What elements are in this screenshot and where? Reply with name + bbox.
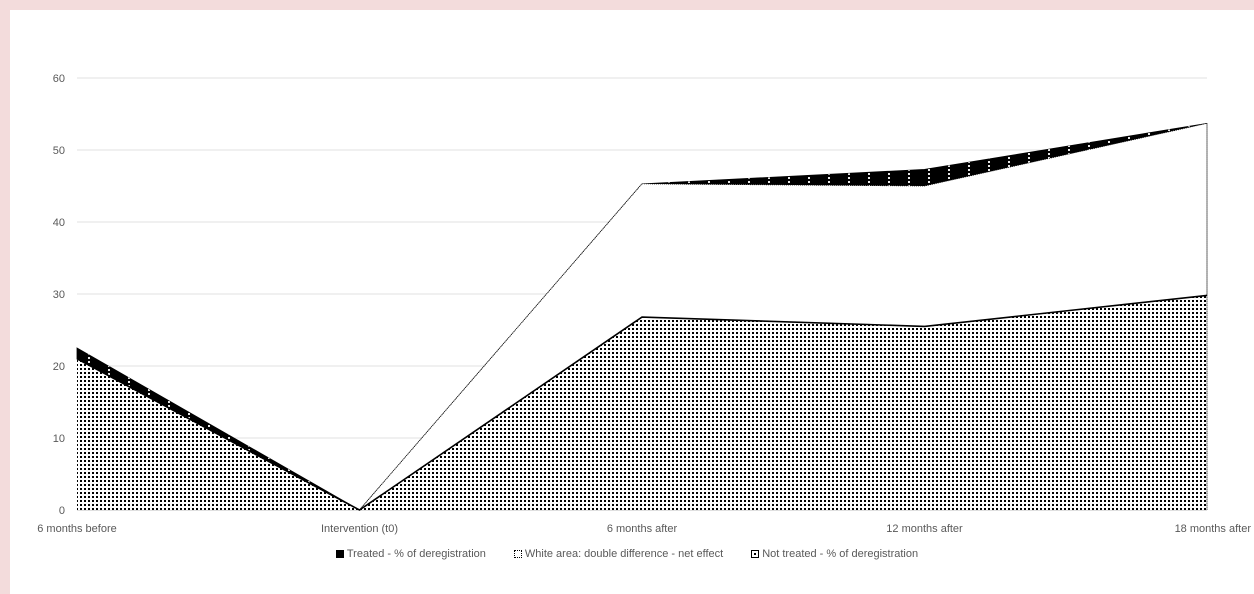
legend-item-not-treated: Not treated - % of deregistration xyxy=(751,548,918,560)
x-axis: 6 months before Intervention (t0) 6 months… xyxy=(37,523,1251,535)
legend: Treated - % of deregistration White area… xyxy=(0,548,1254,560)
y-tick-label: 40 xyxy=(53,217,65,229)
legend-swatch-treated xyxy=(335,550,344,558)
y-tick-label: 30 xyxy=(53,289,65,301)
y-axis: 0 10 20 30 40 50 60 xyxy=(53,73,65,517)
y-tick-label: 50 xyxy=(53,145,65,157)
legend-swatch-white-area xyxy=(513,550,522,558)
y-tick-label: 60 xyxy=(53,73,65,85)
legend-label-not-treated: Not treated - % of deregistration xyxy=(762,548,919,560)
y-tick-label: 0 xyxy=(59,505,65,517)
legend-label-white-area: White area: double difference - net effe… xyxy=(524,548,724,560)
series-areas xyxy=(76,122,1208,511)
legend-item-white-area: White area: double difference - net effe… xyxy=(513,548,724,560)
x-tick-label: 18 months after xyxy=(1175,523,1252,535)
y-tick-label: 20 xyxy=(53,361,65,373)
x-tick-label: 6 months after xyxy=(607,523,678,535)
area-not-treated xyxy=(77,295,1207,510)
x-tick-label: 12 months after xyxy=(886,523,963,535)
legend-label-treated: Treated - % of deregistration xyxy=(346,548,486,560)
line-not-treated xyxy=(76,294,1208,511)
legend-swatch-not-treated xyxy=(751,550,760,558)
x-tick-label: Intervention (t0) xyxy=(321,523,398,535)
y-tick-label: 10 xyxy=(53,433,65,445)
legend-item-treated: Treated - % of deregistration xyxy=(335,548,486,560)
x-tick-label: 6 months before xyxy=(37,523,117,535)
